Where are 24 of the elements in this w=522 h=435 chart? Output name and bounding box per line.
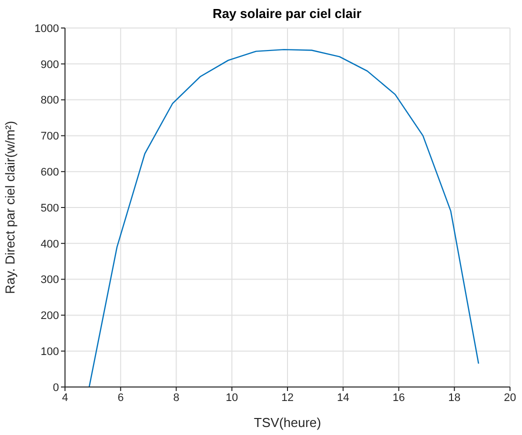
x-tick-label: 18 xyxy=(448,392,460,404)
y-tick-label: 300 xyxy=(40,274,59,286)
line-series xyxy=(88,48,480,387)
x-tick-label: 8 xyxy=(173,392,180,404)
chart-title: Ray solaire par ciel clair xyxy=(212,6,362,21)
x-tick-label: 10 xyxy=(226,392,238,404)
x-axis-title: TSV(heure) xyxy=(254,415,322,430)
y-tick-label: 700 xyxy=(40,130,59,143)
x-tick-label: 14 xyxy=(337,392,350,404)
y-axis-title: Ray. Direct par ciel clair(w/m²) xyxy=(2,120,18,294)
y-tick-label: 100 xyxy=(40,346,59,358)
y-tick-label: 0 xyxy=(52,382,59,394)
y-tick-label: 500 xyxy=(40,202,59,214)
x-tick-label: 16 xyxy=(392,392,405,404)
x-tick-label: 4 xyxy=(62,392,68,404)
y-tick-label: 800 xyxy=(40,94,59,107)
y-tick-label: 600 xyxy=(40,166,59,179)
y-tick-label: 400 xyxy=(40,238,59,250)
y-tick-label: 900 xyxy=(40,58,59,71)
y-tick-label: 200 xyxy=(40,310,59,322)
y-tick-label: 1000 xyxy=(34,22,59,35)
x-tick-label: 20 xyxy=(504,392,516,404)
x-tick-label: 6 xyxy=(118,392,124,404)
x-tick-label: 12 xyxy=(281,392,294,404)
